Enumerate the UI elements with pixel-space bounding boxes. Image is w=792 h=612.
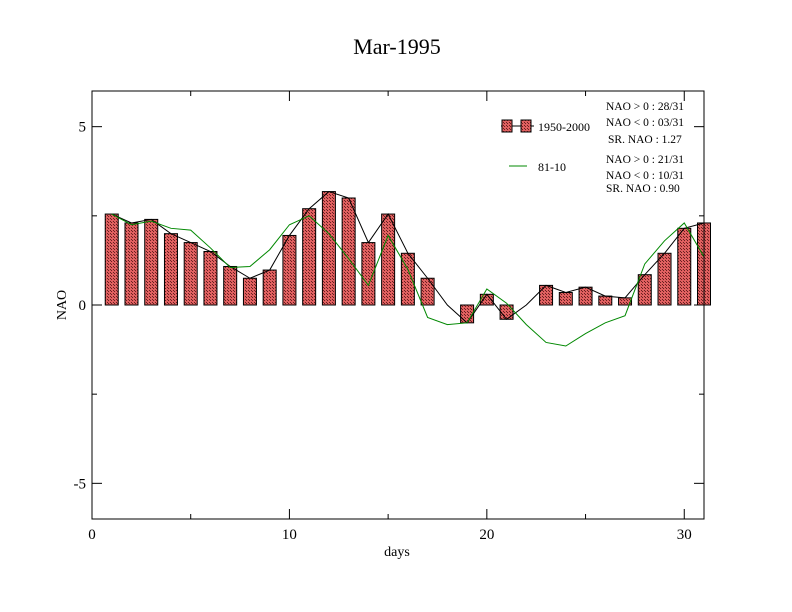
bar-day-23	[539, 284, 554, 306]
stat-8110-neg: NAO < 0 : 10/31	[606, 170, 684, 182]
y-tick-label: -5	[74, 476, 87, 492]
bar-day-25	[578, 286, 593, 306]
x-axis-label: days	[384, 545, 410, 560]
bar-day-6	[203, 251, 218, 306]
bar-day-3	[144, 218, 159, 306]
legend-bar-swatch-left	[501, 119, 513, 133]
bar-day-4	[163, 233, 178, 306]
y-tick-label: 0	[79, 298, 87, 314]
bar-day-12	[321, 191, 336, 306]
bar-day-9	[262, 269, 277, 306]
legend-line-label: 81-10	[538, 160, 566, 174]
y-tick-label: 5	[79, 120, 87, 136]
bar-day-30	[677, 227, 692, 306]
bar-day-8	[242, 277, 257, 306]
bar-day-1	[104, 213, 119, 306]
bar-series	[104, 191, 711, 324]
bar-day-2	[124, 222, 139, 306]
axis-ticks: 0 10 20 30 -5 0 5	[74, 91, 704, 543]
climatology-line	[111, 213, 705, 347]
stats-annotations: NAO > 0 : 28/31 NAO < 0 : 03/31 SR. NAO …	[606, 101, 684, 195]
stat-8110-pos: NAO > 0 : 21/31	[606, 154, 684, 166]
bar-day-13	[341, 197, 356, 306]
bar-day-10	[282, 234, 297, 306]
stat-8110-sr: SR. NAO : 0.90	[606, 183, 680, 195]
stat-1950-sr: SR. NAO : 1.27	[608, 134, 682, 146]
bar-day-5	[183, 242, 198, 306]
bar-day-15	[381, 213, 396, 306]
bar-day-21	[499, 304, 514, 320]
bar-day-24	[558, 292, 573, 306]
y-axis-label: NAO	[55, 290, 70, 320]
bar-series-line	[111, 191, 705, 324]
bar-day-7	[223, 265, 238, 306]
x-tick-label: 10	[282, 527, 297, 543]
line-series	[111, 191, 705, 347]
bar-day-19	[460, 304, 475, 324]
x-tick-label: 30	[677, 527, 692, 543]
bar-day-17	[420, 277, 435, 306]
stat-1950-pos: NAO > 0 : 28/31	[606, 101, 684, 113]
legend-bar-label: 1950-2000	[538, 120, 590, 134]
bar-day-11	[302, 208, 317, 306]
legend-bar-swatch-right	[520, 119, 532, 133]
bar-day-29	[657, 252, 672, 306]
x-tick-label: 20	[479, 527, 494, 543]
x-tick-label: 0	[88, 527, 96, 543]
stat-1950-neg: NAO < 0 : 03/31	[606, 117, 684, 129]
bar-day-26	[598, 295, 613, 306]
bar-day-28	[637, 274, 652, 306]
chart-title: Mar-1995	[353, 34, 441, 59]
legend: 1950-2000 81-10	[501, 119, 590, 174]
